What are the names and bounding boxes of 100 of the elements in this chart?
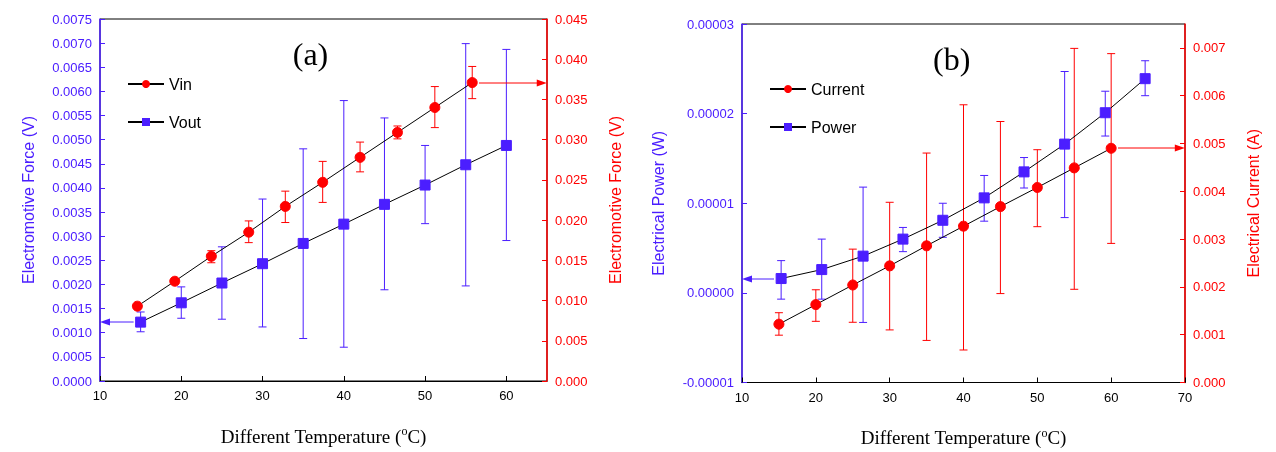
point	[169, 275, 181, 287]
legend-label: Vin	[169, 75, 192, 93]
legend-label: Power	[811, 118, 858, 136]
y2-axis-title: Electromotive Force (V)	[606, 115, 624, 285]
point	[460, 159, 472, 171]
point	[775, 273, 787, 285]
y-tick-label: 0.0050	[52, 132, 92, 148]
x-tick-label: 10	[92, 388, 108, 403]
point	[216, 277, 228, 289]
point	[921, 240, 933, 252]
y-tick-label: 0.0000	[52, 373, 92, 389]
y-tick-label: 0.0025	[52, 252, 92, 268]
y-axis-title: Electromotive Force (V)	[19, 115, 37, 285]
point	[279, 200, 291, 212]
x-tick-label: 60	[499, 388, 514, 403]
point	[378, 198, 390, 210]
y-tick-label: 0.0060	[52, 83, 92, 99]
y-tick-label: 0.0070	[52, 35, 92, 51]
legend-label: Current	[811, 80, 865, 98]
point	[338, 218, 350, 230]
point	[317, 176, 329, 188]
x-tick-label: 10	[734, 389, 750, 405]
x-tick-label: 60	[1103, 389, 1119, 405]
text: (a)	[292, 36, 329, 72]
y2-tick-label: 0.030	[555, 132, 588, 148]
point	[243, 226, 255, 238]
y-tick-label: 0.00001	[687, 195, 734, 211]
point	[1139, 73, 1151, 85]
point	[773, 318, 785, 330]
x-tick-label: 40	[956, 389, 971, 405]
y-tick-label: 0.0015	[52, 301, 92, 317]
x-tick-label: 50	[417, 388, 433, 403]
y2-tick-label: 0.002	[1193, 279, 1226, 295]
point	[500, 139, 512, 151]
y-tick-label: 0.0010	[52, 325, 92, 341]
x-tick-label: 30	[255, 388, 270, 403]
x-tick-label: 20	[174, 388, 189, 403]
y-tick-label: 0.0035	[52, 204, 92, 220]
y-tick-label: 0.0040	[52, 180, 92, 196]
point	[257, 258, 269, 270]
y2-tick-label: 0.005	[555, 333, 588, 349]
y-tick-label: 0.0065	[52, 59, 92, 75]
y-tick-label: 0.0075	[52, 11, 92, 27]
point	[816, 264, 828, 276]
y2-tick-label: 0.010	[555, 293, 588, 309]
point	[1105, 142, 1117, 154]
y2-tick-label: 0.003	[1193, 231, 1226, 247]
point	[978, 192, 990, 204]
x-tick-label: 70	[1177, 389, 1193, 405]
point	[1068, 162, 1080, 174]
point	[937, 214, 949, 226]
point	[847, 279, 859, 291]
point	[884, 260, 896, 272]
point	[354, 151, 366, 163]
point	[1059, 138, 1071, 150]
point	[419, 179, 431, 191]
y2-tick-label: 0.001	[1193, 327, 1226, 343]
point	[297, 237, 309, 249]
point	[466, 77, 478, 89]
text: (b)	[933, 41, 971, 77]
y-tick-label: 0.0030	[52, 228, 92, 244]
y-tick-label: 0.00002	[687, 106, 734, 122]
y2-tick-label: 0.000	[1193, 375, 1226, 390]
y2-tick-label: 0.040	[555, 51, 588, 67]
y-tick-label: 0.0055	[52, 108, 92, 124]
point	[897, 233, 909, 245]
point	[958, 220, 969, 232]
y2-tick-label: 0.015	[555, 252, 588, 268]
point	[429, 101, 441, 113]
point	[1031, 181, 1043, 193]
y2-axis-title: Electrical Current (A)	[1244, 129, 1262, 278]
y2-tick-label: 0.007	[1193, 40, 1226, 56]
point	[1099, 107, 1111, 119]
y2-tick-label: 0.000	[555, 373, 588, 389]
point	[810, 299, 822, 311]
point	[135, 316, 147, 328]
point	[175, 297, 187, 309]
y-tick-label: 0.0020	[52, 276, 92, 292]
x-tick-label: 20	[808, 389, 824, 405]
point	[131, 300, 143, 312]
y-tick-label: 0.00000	[687, 285, 734, 301]
y-tick-label: 0.00003	[687, 16, 734, 32]
y-axis-title: Electrical Power (W)	[649, 130, 667, 276]
x-tick-label: 40	[336, 388, 352, 403]
y2-tick-label: 0.004	[1193, 183, 1226, 199]
y2-tick-label: 0.045	[555, 11, 588, 27]
point	[994, 201, 1006, 213]
legend-label: Vout	[169, 113, 202, 131]
y2-tick-label: 0.006	[1193, 88, 1226, 104]
y2-tick-label: 0.035	[555, 91, 588, 107]
y-tick-label: 0.0045	[52, 156, 92, 172]
y2-tick-label: 0.005	[1193, 136, 1226, 151]
x-tick-label: 30	[882, 389, 897, 405]
y2-tick-label: 0.020	[555, 212, 588, 228]
x-tick-label: 50	[1030, 389, 1045, 405]
y-tick-label: -0.00001	[682, 375, 734, 390]
y-tick-label: 0.0005	[52, 349, 92, 365]
point	[1018, 166, 1030, 178]
y2-tick-label: 0.025	[555, 172, 588, 188]
point	[857, 250, 869, 262]
